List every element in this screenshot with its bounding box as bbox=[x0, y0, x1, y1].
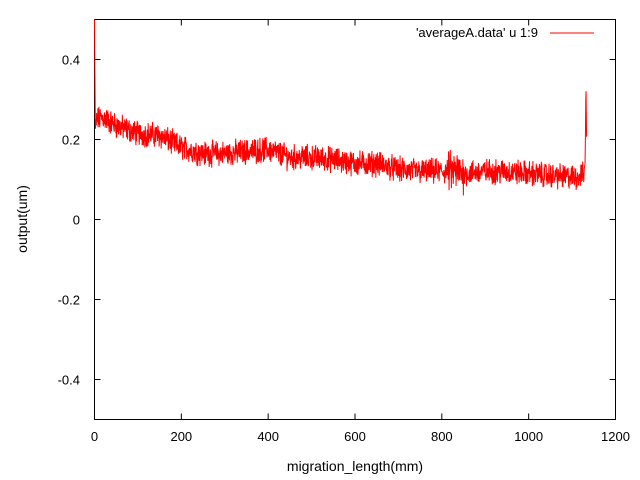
y-tick-label: -0.2 bbox=[58, 293, 80, 308]
y-tick-label: 0.2 bbox=[62, 133, 80, 148]
series-line bbox=[94, 19, 588, 196]
x-tick-label: 400 bbox=[257, 429, 279, 444]
x-tick-label: 600 bbox=[344, 429, 366, 444]
y-tick-label: 0 bbox=[73, 213, 80, 228]
tick-marks bbox=[94, 19, 616, 420]
y-tick-label: -0.4 bbox=[58, 373, 80, 388]
x-tick-label: 1200 bbox=[601, 429, 630, 444]
plot-frame bbox=[94, 19, 616, 420]
x-tick-label: 200 bbox=[170, 429, 192, 444]
x-tick-label: 0 bbox=[91, 429, 98, 444]
x-axis-label: migration_length(mm) bbox=[287, 458, 423, 474]
x-tick-label: 1000 bbox=[514, 429, 543, 444]
x-tick-label: 800 bbox=[431, 429, 453, 444]
y-tick-label: 0.4 bbox=[62, 53, 80, 68]
tick-labels: 0 200 400 600 800 1000 1200 -0.4 -0.2 0 0.2 0.4 bbox=[58, 53, 630, 445]
y-axis-label: output(um) bbox=[14, 185, 30, 253]
legend-label: 'averageA.data' u 1:9 bbox=[416, 25, 538, 40]
